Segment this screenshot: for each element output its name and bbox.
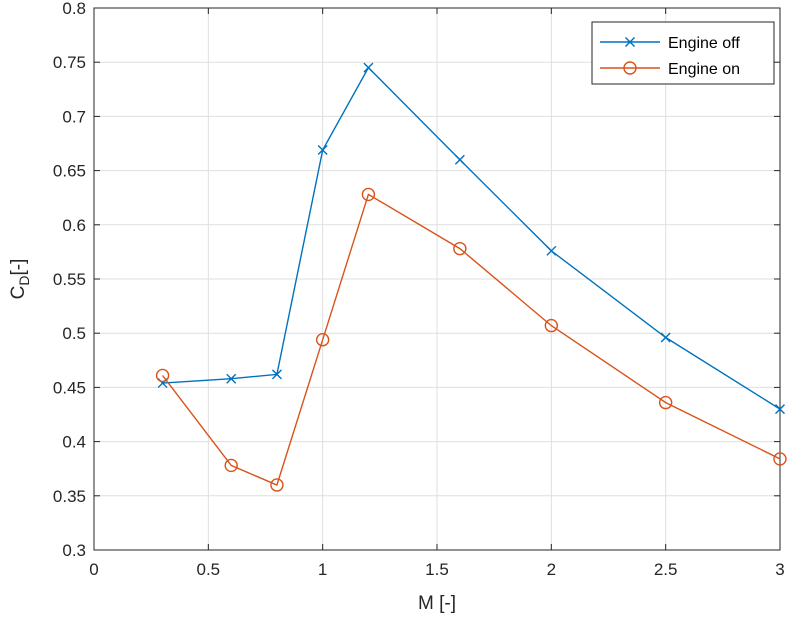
legend-item: Engine on (600, 61, 740, 78)
x-tick-label: 1 (318, 560, 327, 579)
y-tick-label: 0.5 (62, 324, 86, 343)
data-point (773, 452, 787, 466)
series-line (162, 193, 781, 486)
data-point (361, 187, 376, 202)
data-point (155, 368, 170, 383)
x-axis-ticks: 0 0.5 1 1.5 2 2.5 3 (89, 8, 785, 579)
legend-marker (623, 61, 637, 75)
data-point (224, 458, 238, 473)
legend-marker (625, 37, 635, 47)
data-point (546, 245, 557, 256)
x-tick-label: 2.5 (654, 560, 678, 579)
data-point (544, 318, 559, 333)
y-tick-label: 0.55 (53, 270, 86, 289)
legend-label: Engine off (668, 35, 740, 52)
y-tick-label: 0.7 (62, 107, 86, 126)
y-tick-label: 0.3 (62, 541, 86, 560)
legend-box (591, 21, 775, 85)
series-layer (155, 62, 787, 492)
data-point (270, 478, 284, 492)
x-axis-label: M [-] (418, 593, 456, 614)
series-2 (155, 187, 787, 492)
grid (93, 7, 781, 551)
legend-label: Engine on (668, 61, 740, 78)
y-tick-label: 0.8 (62, 0, 86, 18)
x-tick-label: 0.5 (197, 560, 221, 579)
x-tick-label: 1.5 (425, 560, 449, 579)
series-1 (157, 62, 785, 415)
data-point (363, 62, 374, 73)
series-line (162, 66, 781, 410)
y-axis-label-subscript: D (16, 276, 32, 286)
x-tick-label: 2 (547, 560, 556, 579)
y-tick-label: 0.4 (62, 433, 86, 452)
y-axis-ticks: 0.3 0.35 0.4 0.45 0.5 0.55 0.6 0.65 0.7 0.75 0.8 (53, 0, 780, 560)
data-point (660, 332, 671, 343)
data-point (315, 333, 330, 347)
y-axis-label-unit: [-] (8, 259, 29, 276)
data-point (454, 154, 465, 165)
y-tick-label: 0.35 (53, 487, 86, 506)
data-point (453, 241, 467, 256)
x-tick-label: 3 (775, 560, 784, 579)
y-tick-label: 0.6 (62, 216, 86, 235)
legend-item: Engine off (600, 35, 740, 52)
data-point (658, 395, 673, 410)
y-tick-label: 0.45 (53, 378, 86, 397)
data-point (775, 404, 785, 415)
data-point (271, 369, 282, 380)
y-axis-label-main: C (8, 286, 29, 300)
y-tick-label: 0.75 (53, 53, 86, 72)
data-point (226, 373, 237, 384)
legend: Engine off Engine on (591, 21, 775, 85)
data-point (317, 145, 328, 155)
y-tick-label: 0.65 (53, 162, 86, 181)
y-axis-label: CD[-] (8, 259, 32, 300)
x-tick-label: 0 (89, 560, 98, 579)
